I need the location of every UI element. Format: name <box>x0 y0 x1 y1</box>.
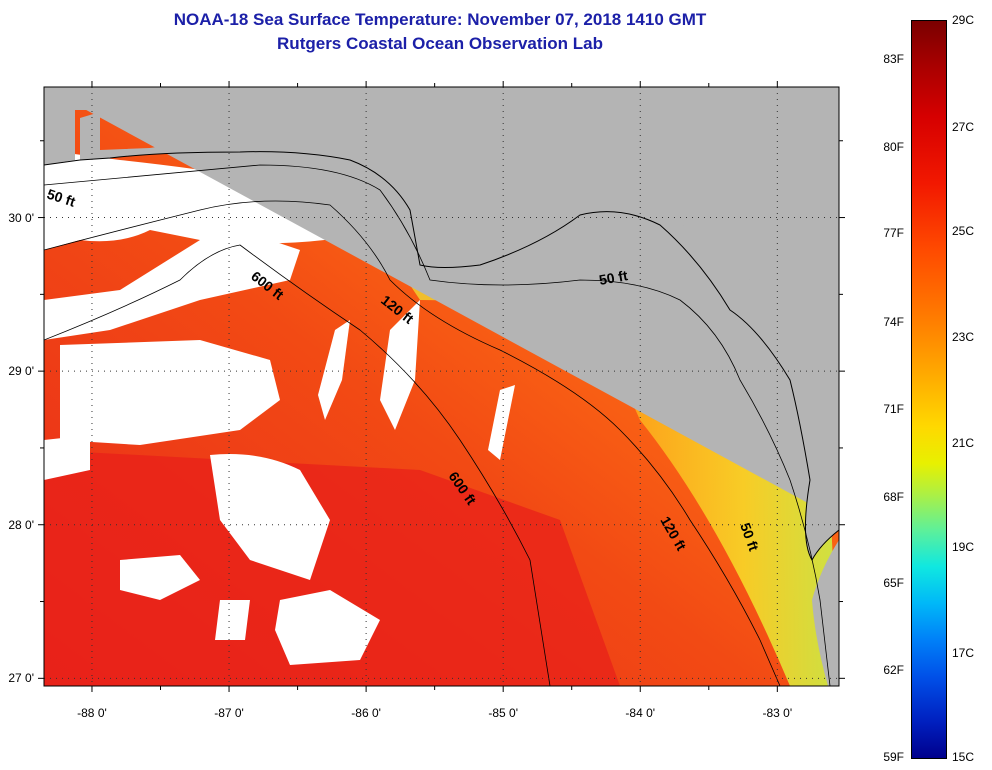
coastline <box>44 151 839 562</box>
colorbar-fahrenheit-label: 59F <box>883 750 904 764</box>
colorbar-celsius-label: 27C <box>952 120 975 134</box>
lon-tick-label: -84 0' <box>625 706 656 720</box>
colorbar-fahrenheit-label: 68F <box>883 490 904 504</box>
colorbar-fahrenheit-label: 77F <box>883 226 904 240</box>
lon-tick-label: -88 0' <box>77 706 107 720</box>
chart-title: NOAA-18 Sea Surface Temperature: Novembe… <box>173 10 707 29</box>
land <box>44 87 839 560</box>
chart-subtitle: Rutgers Coastal Ocean Observation Lab <box>277 34 603 53</box>
lat-tick-label: 29 0' <box>8 364 34 379</box>
lat-tick-label: 30 0' <box>8 210 34 225</box>
axis-ticks <box>38 81 845 692</box>
land-east-coast <box>812 520 839 686</box>
lon-tick-label: -87 0' <box>214 706 244 720</box>
lon-tick-label: -85 0' <box>488 706 518 720</box>
contour-120ft <box>44 200 781 686</box>
lon-tick-label: -83 0' <box>762 706 793 720</box>
colorbar-fahrenheit-label: 65F <box>883 576 904 590</box>
colorbar-fahrenheit-label: 74F <box>883 315 904 329</box>
lat-tick-label: 28 0' <box>8 517 34 532</box>
colorbar-celsius-label: 23C <box>952 330 975 344</box>
colorbar-fahrenheit-label: 80F <box>883 140 904 154</box>
depth-label: 50 ft <box>598 267 629 288</box>
colorbar-celsius-label: 29C <box>952 13 975 27</box>
colorbar-celsius-label: 15C <box>952 750 975 764</box>
colorbar <box>911 20 947 759</box>
contour-600ft <box>44 244 551 686</box>
lat-tick-label: 27 0' <box>8 671 34 686</box>
warm-water <box>44 450 620 686</box>
colorbar-celsius-label: 25C <box>952 224 975 238</box>
colorbar-fahrenheit-label: 62F <box>883 663 904 677</box>
map-frame <box>43 86 840 687</box>
land-west <box>44 87 75 165</box>
contour-50ft <box>44 164 831 686</box>
colorbar-fahrenheit-label: 83F <box>883 52 904 66</box>
colorbar-fahrenheit-label: 71F <box>883 402 904 416</box>
lon-tick-label: -86 0' <box>351 706 381 720</box>
colorbar-celsius-label: 19C <box>952 540 975 554</box>
colorbar-celsius-label: 17C <box>952 646 975 660</box>
colorbar-celsius-label: 21C <box>952 436 975 450</box>
land-interior <box>44 87 839 290</box>
graticule <box>44 87 839 686</box>
